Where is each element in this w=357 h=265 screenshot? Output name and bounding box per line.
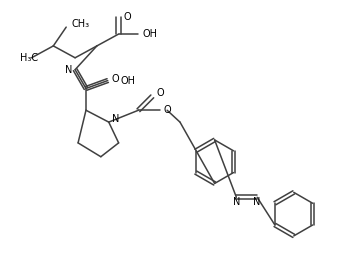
Text: N: N bbox=[112, 114, 119, 124]
Text: OH: OH bbox=[121, 76, 136, 86]
Text: O: O bbox=[163, 105, 171, 115]
Text: CH₃: CH₃ bbox=[71, 19, 89, 29]
Text: N: N bbox=[253, 197, 261, 207]
Text: OH: OH bbox=[142, 29, 157, 39]
Text: O: O bbox=[124, 12, 131, 22]
Text: N: N bbox=[233, 197, 240, 207]
Text: O: O bbox=[112, 74, 119, 83]
Text: O: O bbox=[156, 89, 164, 98]
Text: N: N bbox=[65, 65, 72, 75]
Text: H₃C: H₃C bbox=[20, 53, 38, 63]
